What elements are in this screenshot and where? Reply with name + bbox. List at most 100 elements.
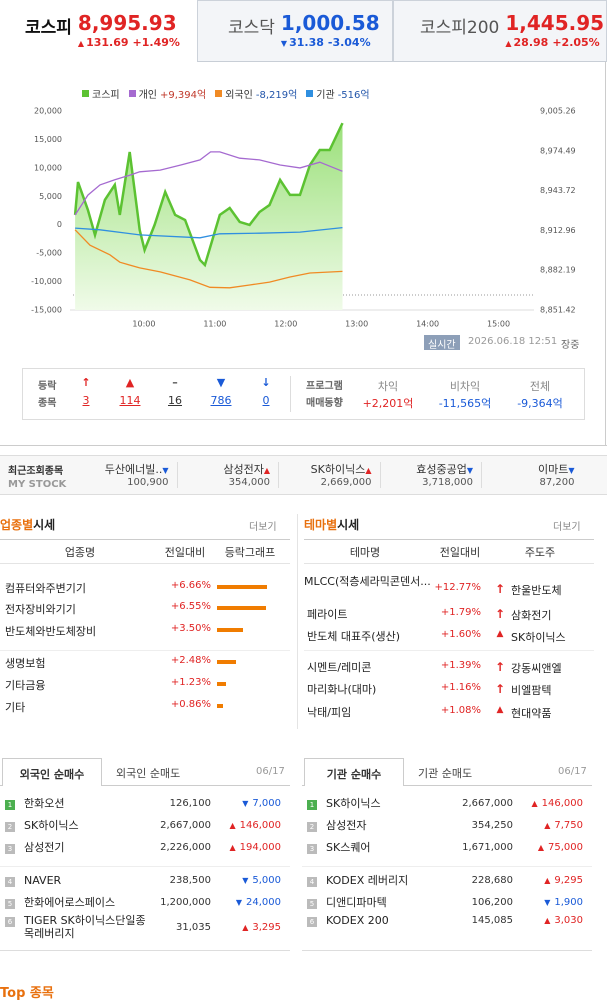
theme-arrow: ▲ xyxy=(496,629,504,639)
program-name: 비차익 xyxy=(449,380,481,393)
change-arrow: ▲ xyxy=(537,843,544,852)
legend-item: 코스피 xyxy=(82,86,120,101)
sector-name: 기타 xyxy=(5,701,26,714)
breadth-arrow: ▲ xyxy=(125,376,135,389)
change-value: 5,000 xyxy=(252,875,281,886)
y2-tick-label: 8,912.96 xyxy=(540,226,576,235)
stock-change: ▼ 7,000 xyxy=(211,798,281,809)
tab-line xyxy=(302,785,592,786)
index-tab-content: 코스피200 1,445.95 ▲ 28.98 +2.05% xyxy=(420,10,604,49)
sector-name: 반도체와반도체장비 xyxy=(5,625,97,638)
stock-change: ▼ 5,000 xyxy=(211,875,281,886)
sector-bar xyxy=(217,628,244,632)
mystock-price: 3,718,000 xyxy=(422,477,473,488)
theme-arrow: ▲ xyxy=(496,705,504,715)
x-tick-label: 11:00 xyxy=(203,320,226,329)
index-tab xyxy=(0,0,197,62)
legend-value: -516억 xyxy=(337,90,370,101)
section-peek: Top 종목 xyxy=(0,986,54,1001)
program-value: +2,201억 xyxy=(362,397,414,410)
x-tick-label: 14:00 xyxy=(416,320,439,329)
change-value: 3,295 xyxy=(252,922,281,933)
stock-price: 238,500 xyxy=(169,875,211,886)
sector-bar xyxy=(217,606,267,610)
breadth-count: 0 xyxy=(262,394,270,407)
y-tick-label: 15,000 xyxy=(34,135,62,144)
breadth-label: 종목 xyxy=(38,398,57,409)
rank-badge: 6 xyxy=(5,917,15,927)
tab-date: 06/17 xyxy=(256,766,285,777)
stock-change: ▼ 1,900 xyxy=(513,897,583,908)
index-tab xyxy=(393,0,607,62)
change-arrow: ▲ xyxy=(229,843,236,852)
theme-name: 반도체 대표주(생산) xyxy=(307,630,401,643)
change-arrow: ▼ xyxy=(242,799,249,808)
y2-tick-label: 9,005.26 xyxy=(540,107,576,116)
stock-name: 디앤디파마텍 xyxy=(326,896,387,909)
rank-badge: 5 xyxy=(5,899,15,909)
legend-name: 기관 xyxy=(316,90,335,101)
realtime-button: 실시간 xyxy=(424,335,460,351)
rank-badge: 1 xyxy=(5,800,15,810)
index-values: 1,445.95 ▲ 28.98 +2.05% xyxy=(505,10,604,49)
market-status: 장중 xyxy=(561,340,580,351)
theme-name: 시멘트/레미콘 xyxy=(307,661,372,674)
index-tab-content: 코스피 8,995.93 ▲ 131.69 +1.49% xyxy=(25,10,180,49)
mystock-arrow: ▼ xyxy=(162,466,169,475)
legend-item: 기관 -516억 xyxy=(306,86,370,101)
change-arrow: ▼ xyxy=(280,39,288,48)
change-value: 194,000 xyxy=(239,842,281,853)
legend-swatch xyxy=(215,90,223,97)
section-title-text: 시세 xyxy=(33,518,56,532)
legend-swatch xyxy=(128,90,136,97)
program-name: 전체 xyxy=(529,380,551,393)
header-line xyxy=(0,539,290,540)
legend-swatch xyxy=(306,90,314,97)
header-line xyxy=(304,539,594,540)
mystock-arrow: ▼ xyxy=(466,466,473,475)
mystock-name: 효성중공업 xyxy=(416,463,467,476)
index-name: 코스닥 xyxy=(228,18,275,38)
breadth-arrow: ▼ xyxy=(216,376,226,389)
rank-badge: 2 xyxy=(5,822,15,832)
change-arrow: ▼ xyxy=(235,898,242,907)
theme-leader: SK하이닉스 xyxy=(511,631,566,644)
stock-price: 1,200,000 xyxy=(160,897,211,908)
legend-name: 코스피 xyxy=(92,90,120,101)
stock-change: ▼ 24,000 xyxy=(211,897,281,908)
mystock-name-row: SK하이닉스▲ xyxy=(278,461,372,477)
column-header: 전일대비 xyxy=(164,546,206,559)
rank-badge: 2 xyxy=(307,822,317,832)
theme-arrow: ↑ xyxy=(494,682,506,696)
chart-border xyxy=(605,62,606,445)
legend-item: 외국인 -8,219억 xyxy=(215,86,297,101)
change-value: 146,000 xyxy=(541,798,583,809)
mystock-name-row: 삼성전자▲ xyxy=(177,461,270,477)
stock-price: 354,250 xyxy=(471,820,513,831)
column-header: 주도주 xyxy=(524,546,556,559)
theme-arrow: ↑ xyxy=(494,607,506,621)
stock-name: 삼성전자 xyxy=(326,819,367,832)
change-value: 1,900 xyxy=(554,897,583,908)
stock-name: SK하이닉스 xyxy=(326,797,381,810)
mystock-price: 87,200 xyxy=(539,477,575,488)
index-tab-content: 코스닥 1,000.58 ▼ 31.38 -3.04% xyxy=(228,10,380,49)
x-tick-label: 13:00 xyxy=(345,320,368,329)
x-tick-label: 10:00 xyxy=(132,320,155,329)
column-header: 업종명 xyxy=(64,546,96,559)
mystock-arrow: ▲ xyxy=(365,466,372,475)
section-title-highlight: 업종별 xyxy=(0,518,34,532)
theme-change: +1.39% xyxy=(440,660,481,671)
header-line xyxy=(0,563,290,564)
program-label: 매매동향 xyxy=(306,398,343,409)
y-tick-label: -5,000 xyxy=(36,249,62,258)
stock-change: ▲ 146,000 xyxy=(513,798,583,809)
stock-name: 한화에어로스페이스 xyxy=(24,896,116,909)
legend-item: 개인 +9,394억 xyxy=(128,86,206,101)
sector-bar xyxy=(217,704,224,708)
line xyxy=(74,229,343,289)
theme-name: 낙태/피임 xyxy=(307,706,352,719)
change-arrow: ▲ xyxy=(544,821,551,830)
rank-badge: 3 xyxy=(307,844,317,854)
